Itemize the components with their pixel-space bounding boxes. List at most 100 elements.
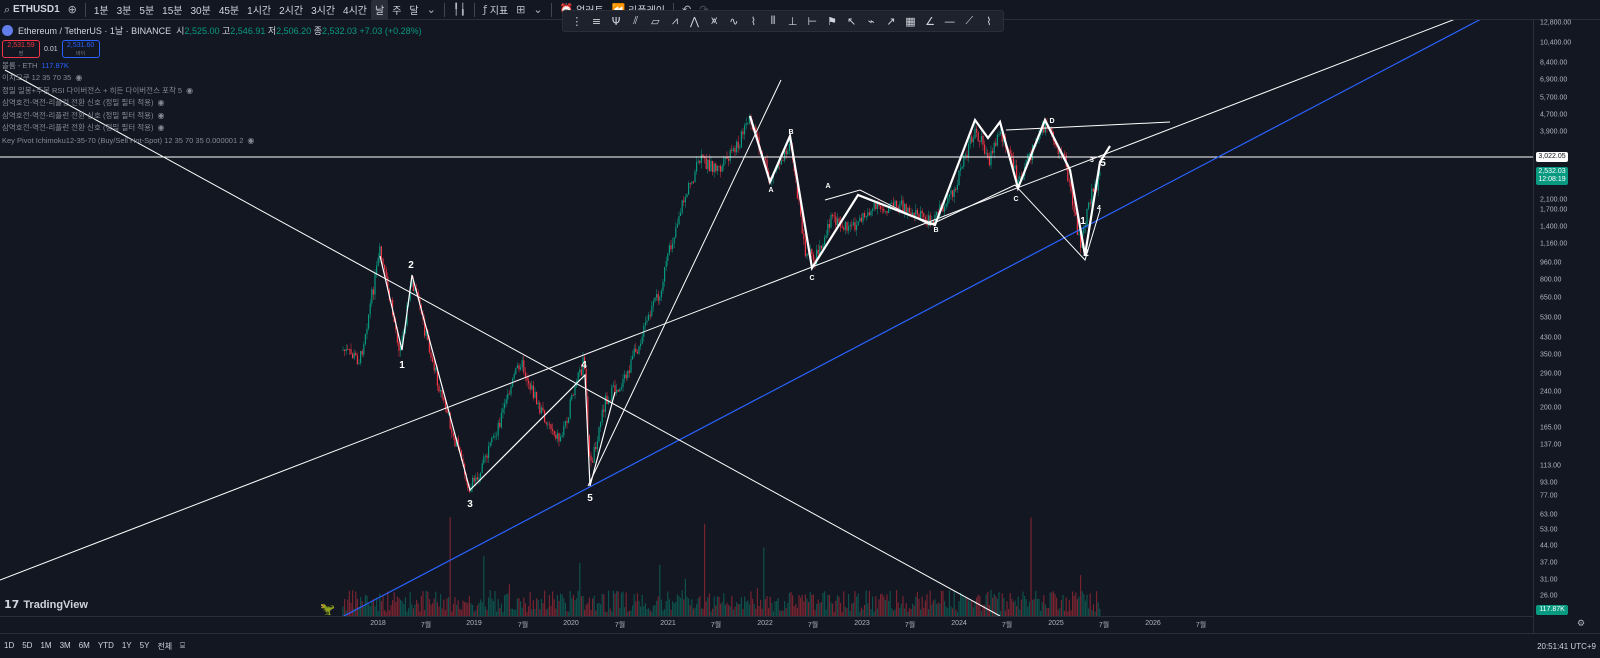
candle-body xyxy=(428,340,430,353)
interval-button[interactable]: 45분 xyxy=(218,6,240,17)
interval-button[interactable]: 달 xyxy=(409,6,419,17)
falling-trendline[interactable] xyxy=(4,69,1001,616)
indicator-row[interactable]: 볼륨 - ETH 117.87K xyxy=(2,59,562,72)
indicator-row[interactable]: 삼역호전-역전-리플런 전환 신호 (정밀 필터 적용) ◉ xyxy=(2,122,562,135)
undo-button[interactable]: ↶ xyxy=(678,0,695,20)
hidden-eye-icon[interactable]: ◉ xyxy=(75,73,83,83)
time-scale[interactable]: 2018 7월 2019 7월 2020 7월 2021 7월 2022 7월 2023 7월 2024… xyxy=(0,616,1533,633)
flag-icon[interactable]: ⚑ xyxy=(827,14,837,28)
cycle-lines-icon[interactable]: ⦀ xyxy=(770,14,776,27)
candle-body xyxy=(673,237,675,244)
tradingview-watermark[interactable]: 17 TradingView xyxy=(4,598,88,611)
hidden-eye-icon[interactable]: ◉ xyxy=(157,123,165,133)
sell-button[interactable]: 2,531.59 팜 xyxy=(2,40,40,58)
dinosaur-icon[interactable]: 🦖 xyxy=(320,602,335,616)
fib-retracement-icon[interactable]: ≡ xyxy=(591,14,602,28)
ruler-icon[interactable]: ▦ xyxy=(905,14,916,28)
candle-body xyxy=(1001,132,1003,142)
price-axis-label: 10,400.00 xyxy=(1540,39,1572,47)
range-button[interactable]: 1M xyxy=(40,640,52,650)
candle-body xyxy=(521,360,523,368)
elliott-wave-icon[interactable]: ⌇ xyxy=(750,14,757,28)
volume-bar xyxy=(689,605,691,616)
clock[interactable]: 20:51:41 UTC+9 xyxy=(1537,642,1596,651)
range-button[interactable]: 전체 xyxy=(157,641,173,651)
volume-bar xyxy=(1028,601,1030,616)
buy-button[interactable]: 2,531.60 바이 xyxy=(61,40,100,58)
interval-dropdown-button[interactable]: ⌄ xyxy=(423,0,440,20)
polyline-icon[interactable]: ⌇ xyxy=(986,14,992,28)
indicator-row[interactable]: 이치모쿠 12 35 70 35 ◉ xyxy=(2,72,562,85)
hidden-eye-icon[interactable]: ◉ xyxy=(157,110,165,120)
indicator-row[interactable]: 삼역호전-역전-리플런 전환 신호 (정밀 필터 적용) ◉ xyxy=(2,97,562,110)
range-button[interactable]: 5D xyxy=(22,640,33,650)
range-button[interactable]: 6M xyxy=(78,640,90,650)
pitchfork-icon[interactable]: Ψ xyxy=(611,14,621,28)
rising-trendline[interactable] xyxy=(0,20,1458,581)
hidden-eye-icon[interactable]: ◉ xyxy=(247,135,255,145)
indicator-row[interactable]: Key Pivot Ichimoku12-35-70 (Buy/Sell Hot… xyxy=(2,134,562,147)
volume-bar xyxy=(592,598,594,616)
trendline-icon[interactable]: ⟋ xyxy=(965,14,974,27)
angle-icon[interactable]: ∠ xyxy=(925,14,935,28)
templates-button[interactable]: ⊞ xyxy=(512,0,529,20)
volume-bar xyxy=(835,600,837,616)
interval-button[interactable]: 30분 xyxy=(190,6,211,17)
interval-button[interactable]: 15분 xyxy=(162,6,183,17)
wave-path-inner[interactable] xyxy=(824,184,1101,261)
interval-button[interactable]: 날 xyxy=(371,0,389,20)
candle-body xyxy=(481,463,483,473)
indicators-button[interactable]: ƒ 지표 xyxy=(479,0,512,20)
symbol-search[interactable]: ⌕ ETHUSD1 xyxy=(0,0,64,20)
wave-path-2018-2020[interactable] xyxy=(379,255,616,492)
price-scale[interactable]: 12,800.00 10,400.00 8,400.00 6,900.00 5,700.… xyxy=(1533,20,1600,633)
range-button[interactable]: 1Y xyxy=(121,640,132,650)
wave-path-abc-2021-2023[interactable] xyxy=(748,115,1111,272)
abcd-pattern-icon[interactable]: ∿ xyxy=(729,14,739,28)
interval-button[interactable]: 주 xyxy=(392,6,402,17)
interval-button[interactable]: 4시간 xyxy=(343,6,368,17)
range-button[interactable]: 5Y xyxy=(139,640,150,650)
xabcd-pattern-icon[interactable]: ⩘ xyxy=(671,14,679,27)
range-button[interactable]: 1D xyxy=(4,640,15,650)
hidden-eye-icon[interactable]: ◉ xyxy=(186,85,194,95)
date-range-picker-icon[interactable]: ⌸ xyxy=(180,641,185,650)
range-button[interactable]: 3M xyxy=(59,640,71,650)
volume-bar xyxy=(817,599,819,616)
horizontal-line-icon[interactable]: — xyxy=(944,14,956,28)
candle-body xyxy=(372,289,374,295)
volume-bar xyxy=(710,611,712,616)
steep-trendline[interactable] xyxy=(587,79,782,487)
gear-icon[interactable]: ⚙ xyxy=(1577,619,1586,629)
date-range-icon[interactable]: ⊢ xyxy=(807,14,818,28)
chart-type-button[interactable]: ╿╽ xyxy=(449,0,470,20)
upper-resistance-line[interactable] xyxy=(1005,121,1171,131)
gann-fan-icon[interactable]: ⫽ xyxy=(633,14,639,27)
parallel-channel-icon[interactable]: ▱ xyxy=(651,14,660,28)
brush-icon[interactable]: ↖ xyxy=(846,14,857,28)
interval-button[interactable]: 5분 xyxy=(139,6,155,17)
drag-handle-icon[interactable]: ⋮ xyxy=(571,14,583,28)
hidden-eye-icon[interactable]: ◉ xyxy=(157,98,165,108)
interval-button[interactable]: 3분 xyxy=(116,6,132,17)
path-icon[interactable]: ↗ xyxy=(886,14,896,28)
interval-button[interactable]: 3시간 xyxy=(311,6,336,17)
cypher-pattern-icon[interactable]: ⋀ xyxy=(690,14,700,28)
volume-bar xyxy=(680,597,682,616)
interval-button[interactable]: 2시간 xyxy=(279,6,304,17)
interval-button[interactable]: 1시간 xyxy=(247,6,272,17)
legend-title-row[interactable]: Ethereum / TetherUS · 1날 · BINANCE 시2,52… xyxy=(2,22,562,38)
head-shoulders-icon[interactable]: ⩙ xyxy=(711,14,718,27)
volume-bar xyxy=(601,593,603,616)
arrow-marker-icon[interactable]: ⌁ xyxy=(867,14,875,28)
time-cycles-icon[interactable]: ⊥ xyxy=(787,14,798,28)
blue-support-trendline[interactable] xyxy=(342,20,1483,616)
indicator-row[interactable]: 삼역호전-역전-리플런 전환 신호 (정밀 필터 적용) ◉ xyxy=(2,109,562,122)
chart-pane[interactable]: 1 2 3 4 5 A B C A B C D 1 2 3 4 5 xyxy=(0,20,1533,616)
add-symbol-button[interactable]: ⊕ xyxy=(64,0,81,20)
templates-dropdown[interactable]: ⌄ xyxy=(529,0,546,20)
redo-button[interactable]: ↷ xyxy=(695,0,712,20)
indicator-row[interactable]: 정밀 일봉+주봉 RSI 다이버전스 + 히든 다이버전스 포착 5 ◉ xyxy=(2,84,562,97)
range-button[interactable]: YTD xyxy=(97,640,114,650)
interval-button[interactable]: 1분 xyxy=(93,6,109,17)
